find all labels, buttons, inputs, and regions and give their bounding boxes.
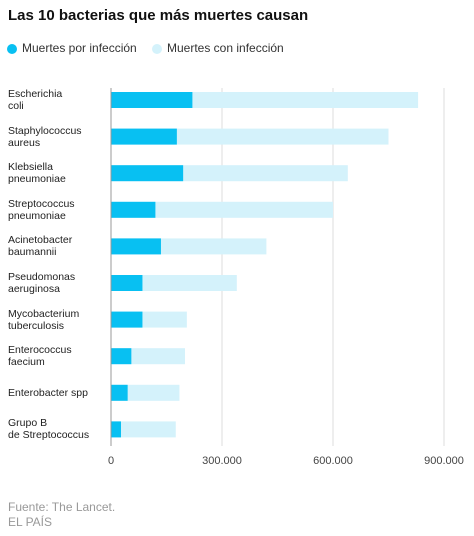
legend-label: Muertes con infección — [167, 41, 284, 55]
bar — [111, 128, 389, 145]
y-tick-label: Enterobacter spp — [8, 386, 88, 399]
bar — [111, 92, 193, 108]
y-tick-label: Klebsiella pneumoniae — [8, 161, 66, 186]
bar — [111, 384, 128, 401]
bar — [111, 348, 132, 365]
source: Fuente: The Lancet. — [8, 500, 115, 514]
bar — [111, 238, 161, 255]
bar — [111, 311, 143, 328]
bar — [111, 128, 177, 145]
bar — [111, 201, 156, 218]
chart-title: Las 10 bacterias que más muertes causan — [8, 7, 308, 24]
x-tick-label: 300.000 — [202, 455, 242, 467]
y-tick-label: Staphylococcus aureus — [8, 124, 82, 149]
legend-label: Muertes por infección — [22, 41, 137, 55]
bar — [111, 421, 176, 438]
bar — [111, 384, 180, 401]
publisher: EL PAÍS — [8, 514, 52, 529]
bar — [111, 201, 333, 218]
y-tick-label: Enterococcus faecium — [8, 344, 72, 369]
x-tick-label: 0 — [108, 455, 114, 467]
x-tick-label: 900.000 — [424, 455, 464, 467]
legend-swatch — [152, 44, 162, 54]
bar — [111, 275, 143, 291]
bar — [111, 165, 184, 182]
x-tick-label: 600.000 — [313, 455, 353, 467]
legend-swatch — [7, 44, 17, 54]
y-tick-label: Pseudomonas aeruginosa — [8, 271, 76, 295]
y-tick-label: Escherichia coli — [8, 88, 63, 112]
bar — [111, 421, 121, 438]
y-tick-label: Grupo B de Streptococcus — [8, 417, 90, 442]
y-tick-label: Mycobacterium tuberculosis — [8, 307, 80, 332]
y-tick-label: Acinetobacter baumannii — [8, 234, 73, 259]
y-tick-label: Streptococcus pneumoniae — [8, 197, 75, 222]
